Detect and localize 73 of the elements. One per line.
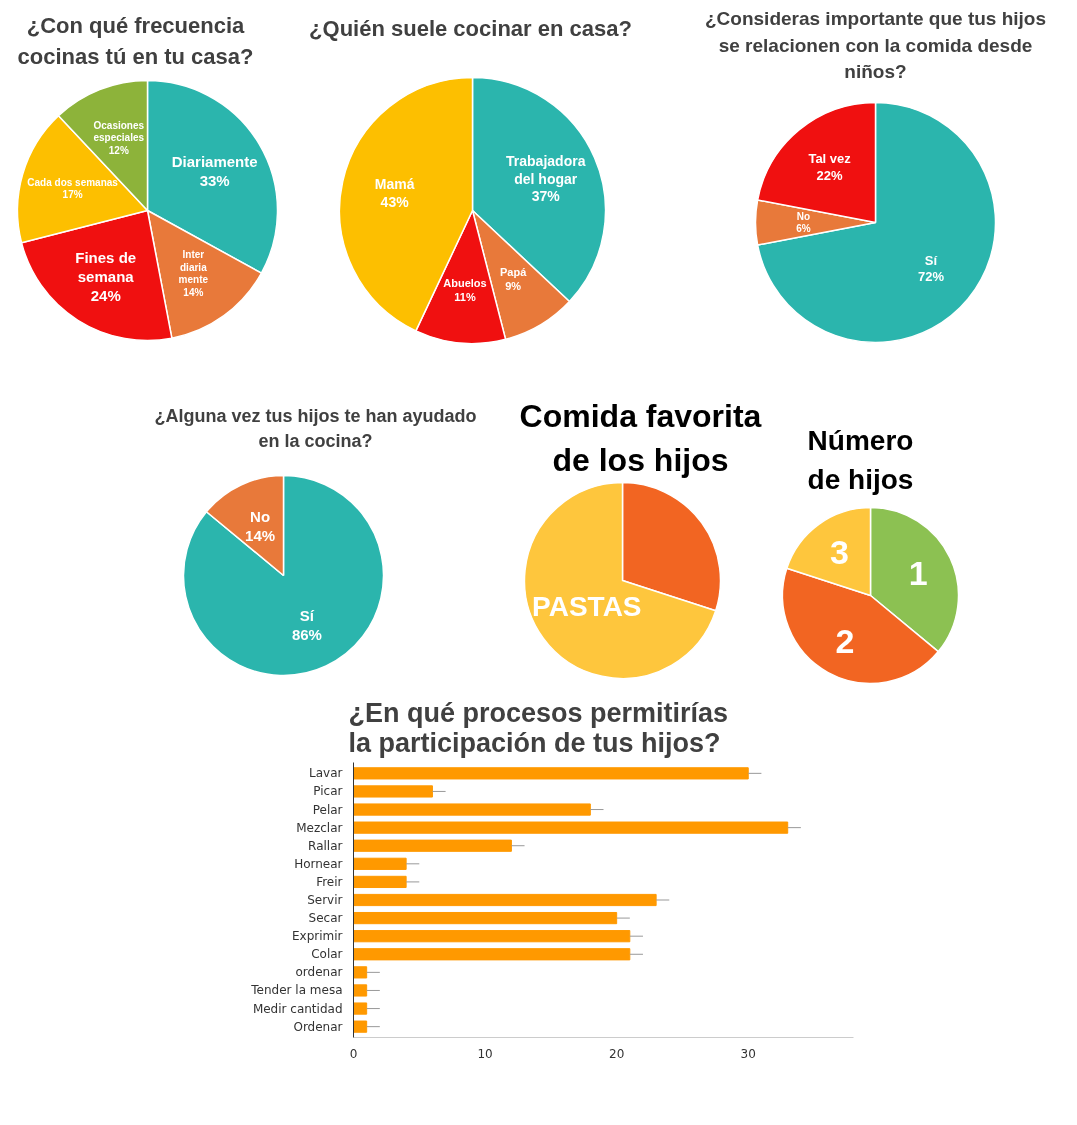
- slice-label: Fines de semana: [75, 249, 137, 285]
- data-label: 11%: [454, 290, 476, 303]
- slice-label: Trabajadora del hogar: [506, 153, 586, 187]
- data-label: 22%: [816, 167, 844, 183]
- data-label: 14%: [245, 526, 276, 544]
- slice-label: 2: [835, 622, 855, 661]
- bar: [353, 911, 618, 925]
- chart-title: ¿En qué procesos permitirías la participación de tus hijos?: [348, 697, 729, 758]
- data-label: 72%: [917, 269, 945, 285]
- slice-label: Tal vez: [808, 151, 852, 167]
- y-tick-label: Medir cantidad: [252, 1001, 343, 1016]
- data-label: 6%: [796, 223, 811, 235]
- bar: [353, 1002, 368, 1015]
- y-tick-label: Freir: [316, 874, 343, 889]
- y-tick-label: Tender la mesa: [250, 983, 343, 998]
- y-tick-label: Mezclar: [296, 820, 343, 835]
- y-tick-label: ordenar: [295, 965, 343, 980]
- y-tick-label: Ordenar: [293, 1019, 343, 1034]
- chart-title: ¿Con qué frecuencia cocinas tú en tu casa?: [17, 13, 254, 69]
- data-label: 86%: [291, 626, 322, 644]
- chart-title: Número de hijos: [807, 425, 914, 496]
- bar: [353, 803, 591, 816]
- slice-label: Abuelos: [443, 277, 487, 290]
- slice-label: Cada dos semanas: [27, 176, 119, 188]
- bar: [353, 1020, 368, 1033]
- bar: [353, 930, 631, 943]
- slice-label: 3: [830, 533, 849, 572]
- data-label: 43%: [380, 193, 410, 210]
- bar: [353, 875, 407, 889]
- bar: [353, 785, 433, 798]
- y-tick-label: Secar: [308, 911, 343, 926]
- y-tick-label: Pelar: [312, 802, 343, 817]
- data-label: 24%: [90, 286, 121, 304]
- y-tick-label: Rallar: [308, 838, 343, 853]
- slice-label: Ocasiones especiales: [93, 119, 145, 144]
- data-label: 14%: [183, 286, 204, 298]
- y-tick-label: Servir: [307, 893, 343, 907]
- bar: [353, 966, 368, 979]
- slice-label: PASTAS: [532, 590, 642, 622]
- data-label: 12%: [108, 144, 129, 156]
- y-tick-label: Hornear: [294, 856, 343, 871]
- x-tick-label: 20: [609, 1046, 625, 1061]
- slice-label: No: [250, 507, 271, 525]
- x-tick-label: 0: [349, 1046, 358, 1061]
- slice-label: No: [796, 210, 811, 222]
- slice-label: Mamá: [374, 176, 415, 193]
- chart-title: Comida favorita de los hijos: [519, 397, 762, 479]
- data-label: 33%: [199, 171, 230, 189]
- bar: [353, 767, 749, 780]
- slice-label: Diariamente: [171, 152, 258, 170]
- x-tick-label: 30: [740, 1046, 756, 1061]
- data-label: 37%: [531, 188, 561, 205]
- slice-label: Sí: [299, 607, 315, 625]
- bar: [353, 821, 789, 834]
- y-tick-label: Picar: [313, 784, 343, 799]
- bar: [353, 857, 407, 870]
- y-tick-label: Lavar: [309, 766, 343, 781]
- data-label: 9%: [505, 280, 522, 293]
- bar: [353, 948, 631, 961]
- y-tick-label: Exprimir: [291, 929, 343, 944]
- chart-title: ¿Quién suele cocinar en casa?: [309, 16, 632, 41]
- slice-label: Inter diaria mente: [178, 249, 209, 286]
- slice-label: 1: [908, 553, 928, 592]
- bar: [353, 839, 512, 852]
- y-tick-label: Colar: [311, 947, 343, 962]
- bar: [353, 984, 368, 997]
- chart-title: ¿Alguna vez tus hijos te han ayudado en la cocina?: [154, 405, 477, 451]
- x-tick-label: 10: [477, 1046, 493, 1061]
- bar: [353, 893, 657, 907]
- chart-title: ¿Consideras importante que tus hijos se relacionen con la comida desde niños?: [705, 8, 1047, 83]
- slice-label: Papá: [499, 266, 528, 279]
- slice-label: Sí: [924, 252, 938, 268]
- data-label: 17%: [62, 189, 83, 201]
